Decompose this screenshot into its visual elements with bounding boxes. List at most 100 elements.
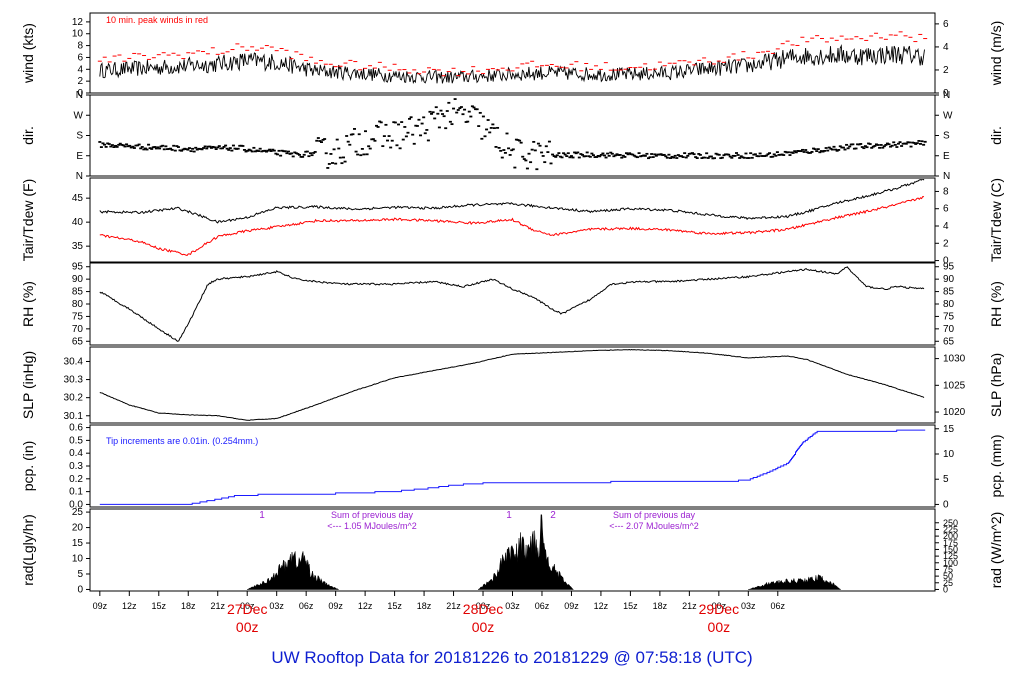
x-tick-label: 06z [299,601,314,611]
date-label-hour: 00z [708,619,731,635]
y-axis-title: SLP (inHg) [20,351,36,419]
x-tick-label: 09z [564,601,579,611]
y-axis-title: pcp. (in) [20,441,36,492]
y-tick-label-right: S [943,131,950,142]
footer-title: UW Rooftop Data for 20181226 to 20181229… [0,648,1024,668]
y-axis-title-right: rad (W/m^2) [988,512,1004,589]
y-tick-label-right: 2 [943,65,949,76]
footer-to: to [514,648,529,667]
y-tick-label: 2 [77,76,83,87]
y-tick-label: 35 [72,241,84,252]
y-tick-label-right: N [943,90,950,101]
panel-frame [89,346,936,424]
y-tick-label-right: 85 [943,287,955,298]
y-tick-label: 12 [72,17,84,28]
x-tick-label: 00z [476,601,491,611]
y-tick-label-right: 75 [943,564,953,574]
y-tick-label-right: 5 [943,474,949,485]
y-tick-label-right: 0 [943,88,949,99]
y-tick-label: 10 [72,554,84,565]
x-tick-label: 03z [741,601,756,611]
y-tick-label: 95 [72,262,84,273]
y-tick-label: N [76,171,83,182]
x-tick-label: 12z [594,601,609,611]
y-tick-label-right: 6 [943,19,949,30]
y-tick-label-right: 80 [943,299,955,310]
y-tick-label: 85 [72,287,84,298]
panel-frame [89,177,936,263]
y-axis-title-right: dir. [988,126,1004,145]
y-axis-title: Tair/Tdew (F) [20,179,36,261]
radiation-sum-value: <--- 2.07 MJoules/m^2 [609,521,699,531]
y-tick-label-right: W [943,110,953,121]
y-tick-label-right: E [943,151,950,162]
x-tick-label: 21z [210,601,225,611]
x-tick-label: 03z [505,601,520,611]
y-tick-label: 0.2 [69,474,83,485]
x-tick-label: 12z [122,601,137,611]
footer-start-date: 20181226 [433,648,510,667]
x-tick-label: 18z [653,601,668,611]
y-tick-label-right: 1030 [943,354,966,365]
y-tick-label: 0.4 [69,448,83,459]
date-label-hour: 00z [236,619,259,635]
rh-line [99,266,925,342]
y-axis-title-right: pcp. (mm) [988,435,1004,498]
x-tick-label: 00z [240,601,255,611]
y-tick-label: 10 [72,29,84,40]
chart-panel-pcp: 0.00.1 0.2 0.3 0.4 0.50.6 0 5 10 15 pcp. (in) pcp.… [20,423,1004,511]
panel-frame [89,12,936,94]
y-tick-label: 0.0 [69,499,83,510]
radiation-sum-note: Sum of previous day [613,510,696,520]
y-tick-label: N [76,90,83,101]
y-tick-label-right: 65 [943,336,955,347]
y-axis-title-right: Tair/Tdew (C) [988,178,1004,262]
y-tick-label-right: 10 [943,449,955,460]
footer-time: 07:58:18 [635,648,702,667]
y-tick-label: 8 [77,41,83,52]
y-tick-label-right: 95 [943,262,955,273]
y-tick-label-right: 75 [943,311,955,322]
y-tick-label-right: 0 [943,499,949,510]
data-layer [99,179,925,256]
date-label: 27Dec [227,601,267,617]
data-layer [98,98,927,171]
y-tick-label: 30.3 [64,375,84,386]
y-tick-label-right: 150 [943,544,958,554]
date-label: 28Dec [463,601,503,617]
x-tick-label: 21z [446,601,461,611]
x-tick-label: 09z [328,601,343,611]
y-tick-label: W [74,110,84,121]
y-tick-label: 45 [72,193,84,204]
y-tick-label-right: 25 [943,578,953,588]
y-axis-title: RH (%) [20,281,36,327]
x-axis: 09z 12z 15z 18z 21z 00z 03z 06z 09z 12z 15z 18z 21z 0… [93,591,786,635]
y-tick-label-right: 0 [943,256,949,267]
x-tick-label: 15z [387,601,402,611]
y-tick-label-right: 6 [943,204,949,215]
y-tick-label-right: 15 [943,424,955,435]
y-tick-label-right: 175 [943,538,958,548]
footer-end-date: 20181229 [533,648,609,667]
y-tick-label-right: 100 [943,558,958,568]
data-layer [99,348,925,421]
y-tick-label-right: 2 [943,238,949,249]
data-layer [99,266,925,342]
x-tick-label: 09z [93,601,108,611]
y-tick-label: 30.4 [64,356,84,367]
footer-timezone: (UTC) [706,648,753,667]
y-tick-label-right: 70 [943,324,955,335]
radiation-area [477,514,575,590]
footer-prefix: UW Rooftop Data for [271,648,430,667]
peak-wind-note: 10 min. peak winds in red [106,15,208,25]
data-layer [247,514,842,590]
x-tick-label: 12z [358,601,373,611]
data-layer [99,429,926,505]
y-tick-label-right: N [943,171,950,182]
y-tick-label: 0 [77,584,83,595]
x-tick-label: 03z [269,601,284,611]
y-tick-label-right: 125 [943,551,958,561]
